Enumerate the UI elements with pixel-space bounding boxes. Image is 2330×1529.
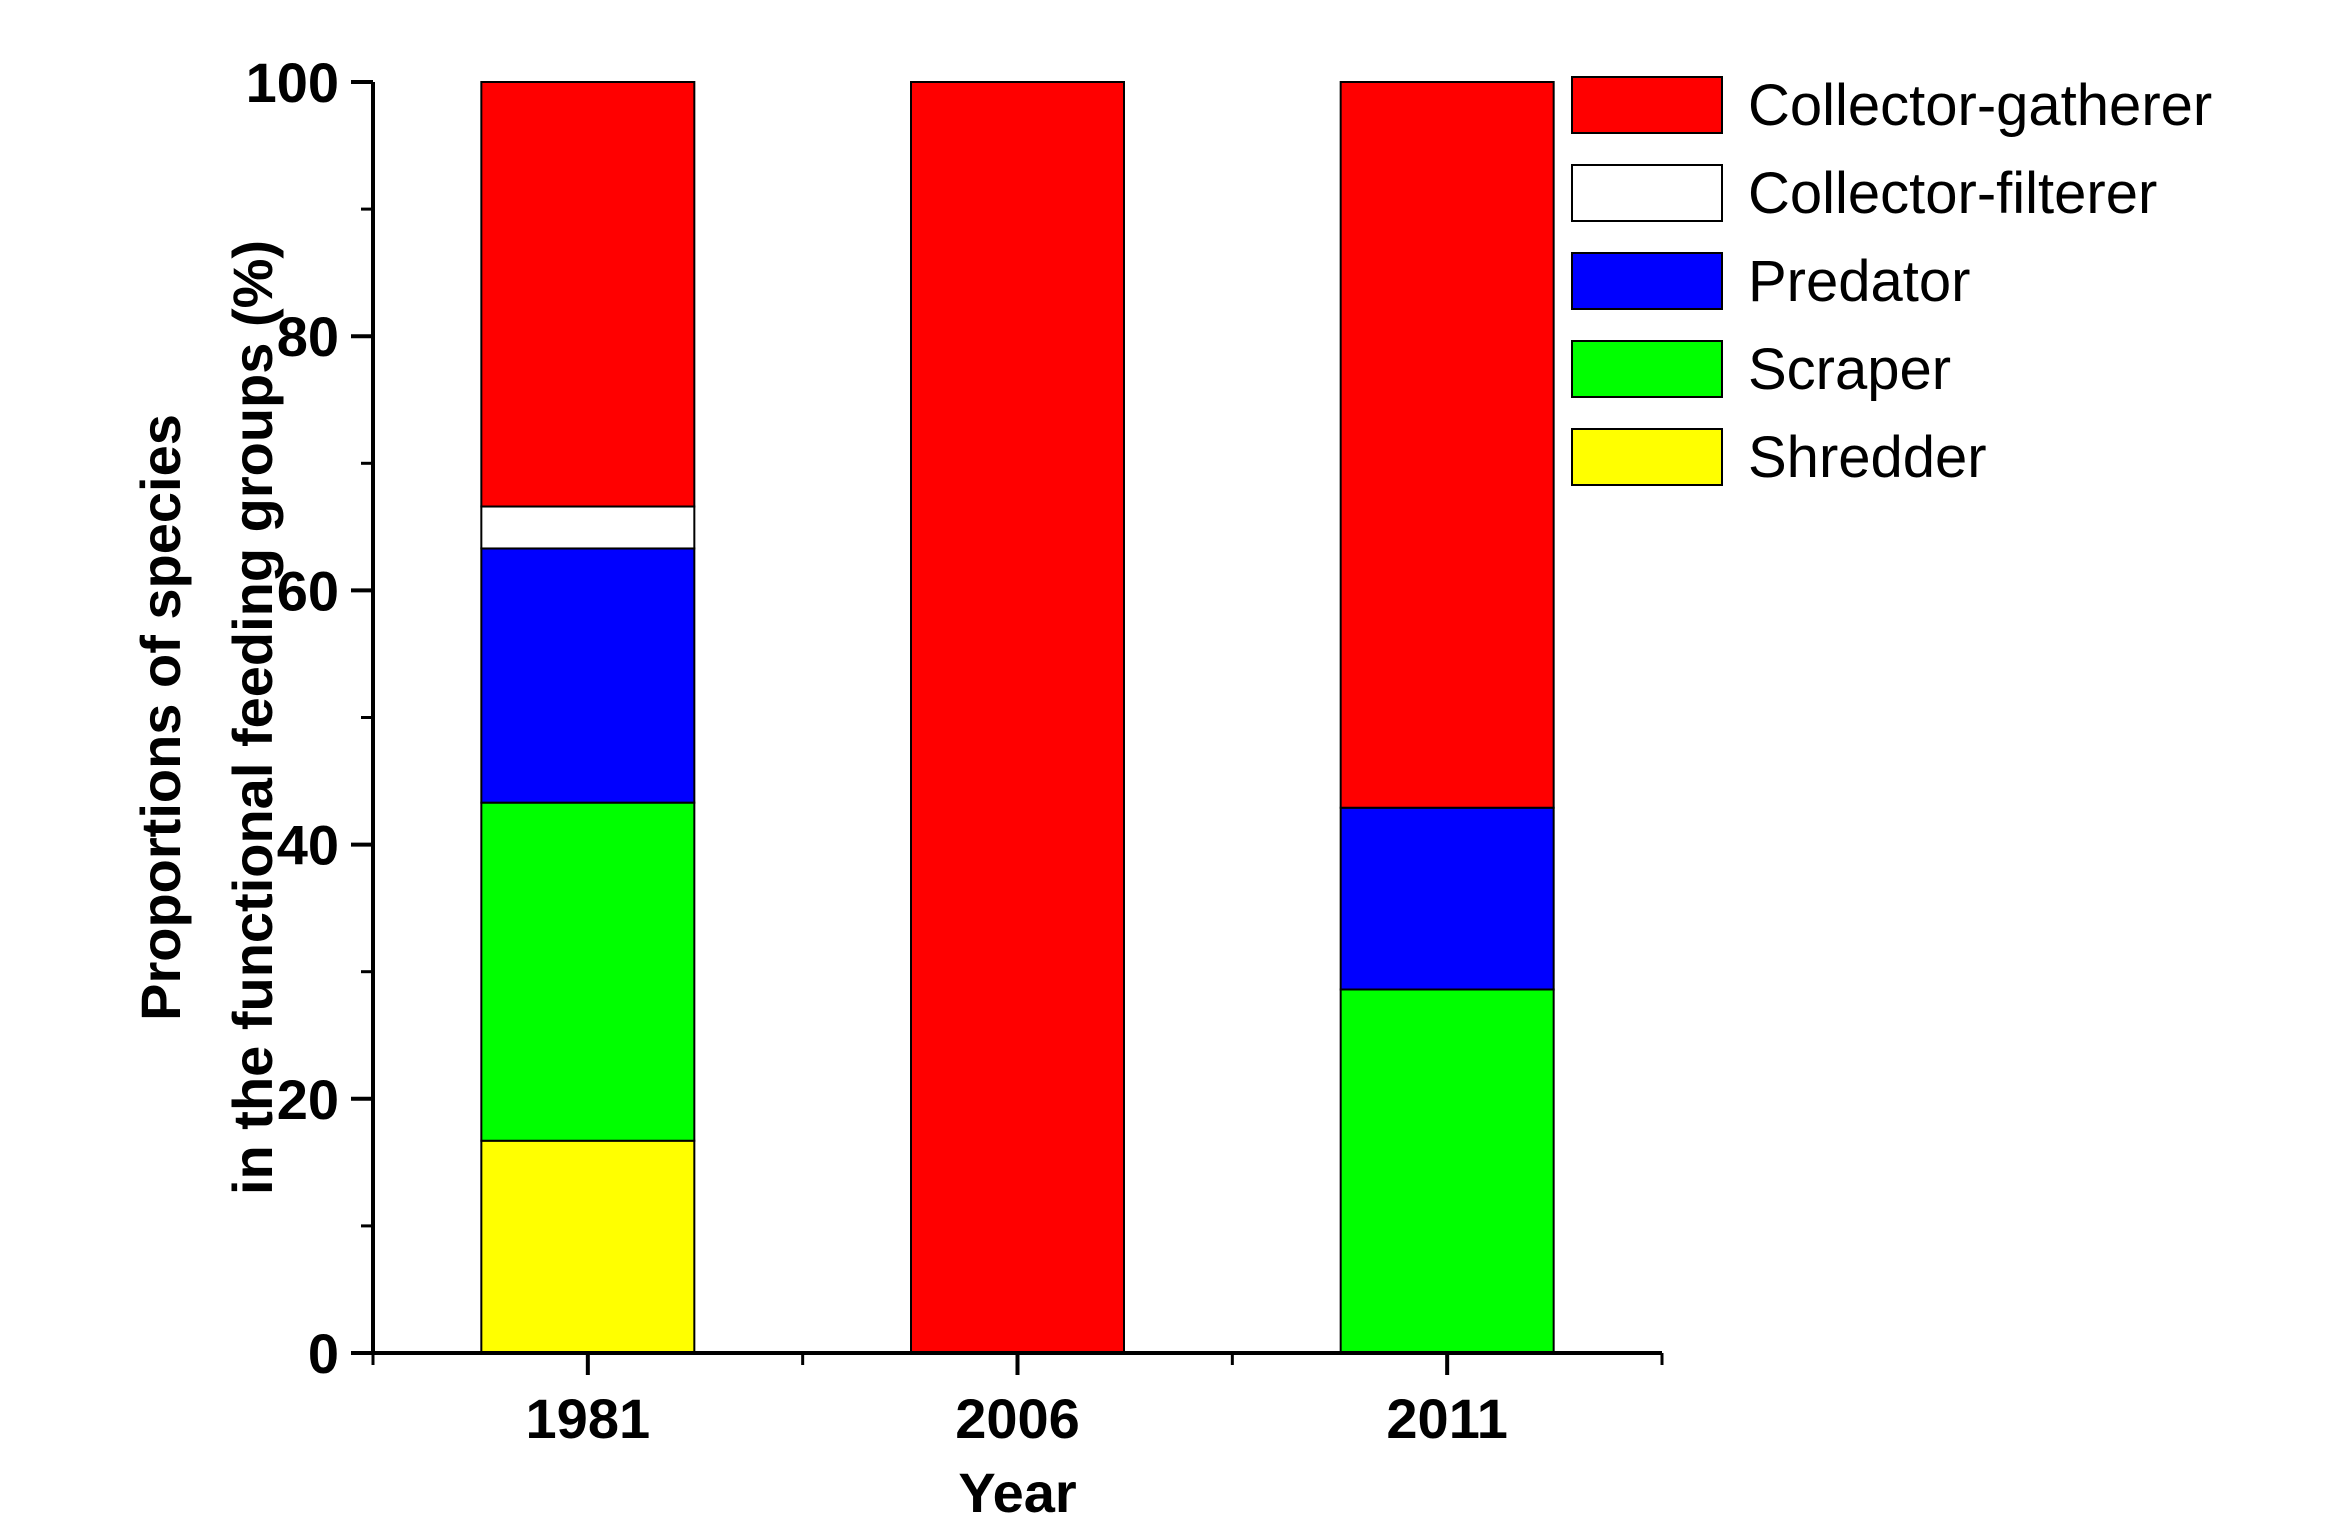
x-tick-label: 2006	[955, 1387, 1080, 1450]
y-tick-label: 100	[246, 51, 339, 114]
bar-segment-1981-predator	[480, 547, 696, 804]
legend-label-collector-filterer: Collector-filterer	[1748, 161, 2157, 226]
bar-segment-2006-collector-gatherer	[910, 81, 1125, 1354]
y-tick-label: 0	[308, 1322, 339, 1385]
x-tick-label: 1981	[526, 1387, 651, 1450]
bar-segment-1981-collector-gatherer	[480, 81, 696, 508]
legend-label-predator: Predator	[1748, 249, 1970, 314]
legend-label-collector-gatherer: Collector-gatherer	[1748, 73, 2212, 138]
x-ticks: 1981 2006 2011	[371, 1353, 1664, 1450]
y-tick-label: 80	[277, 305, 339, 368]
y-axis-title-line-2: in the functional feeding groups (%)	[221, 240, 284, 1195]
bar-segment-1981-shredder	[480, 1139, 696, 1355]
y-ticks: 0 20 40 60 80 100	[246, 51, 373, 1385]
y-axis-title-line-1: Proportions of species	[129, 414, 192, 1021]
bar-segment-2011-collector-gatherer	[1339, 81, 1555, 809]
legend-swatch-collector-gatherer	[1571, 76, 1723, 134]
y-tick-label: 20	[277, 1068, 339, 1131]
x-axis-title: Year	[958, 1461, 1076, 1524]
y-tick-label: 40	[277, 814, 339, 877]
legend-swatch-shredder	[1571, 428, 1723, 486]
legend-label-shredder: Shredder	[1748, 425, 1987, 490]
legend-swatch-predator	[1571, 252, 1723, 310]
y-axis-title: Proportions of species in the functional …	[129, 240, 284, 1195]
bar-segment-2011-predator	[1339, 806, 1555, 991]
legend-swatch-scraper	[1571, 340, 1723, 398]
bars-layer	[480, 81, 1555, 1355]
legend: Collector-gatherer Collector-filterer Pred…	[1571, 73, 2212, 490]
y-tick-label: 60	[277, 559, 339, 622]
x-tick-label: 2011	[1386, 1387, 1508, 1450]
legend-swatch-collector-filterer	[1571, 164, 1723, 222]
bar-segment-1981-scraper	[480, 801, 696, 1142]
bar-segment-2011-scraper	[1339, 988, 1555, 1355]
bar-segment-1981-collector-filterer	[480, 505, 696, 550]
legend-label-scraper: Scraper	[1748, 337, 1951, 402]
